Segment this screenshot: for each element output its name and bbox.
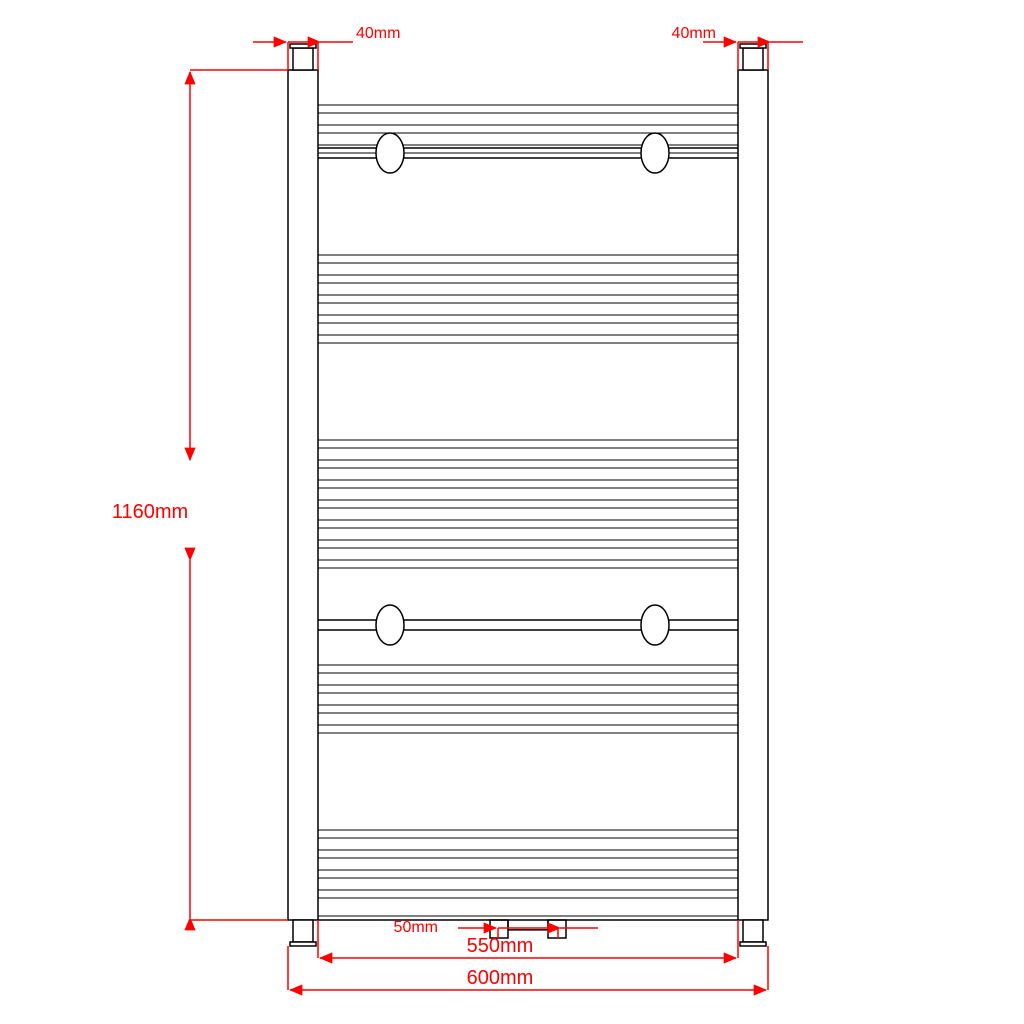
technical-drawing: 1160mm 600mm 550mm 50mm 40mm 40mm [0, 0, 1024, 1024]
svg-text:600mm: 600mm [467, 967, 534, 989]
radiator-body [288, 44, 768, 946]
dim-height-label: 1160mm [112, 501, 188, 523]
dim-top-left-label: 40mm [356, 25, 400, 42]
dim-top-right-label: 40mm [672, 25, 716, 42]
svg-text:50mm: 50mm [394, 919, 438, 936]
svg-text:550mm: 550mm [467, 935, 534, 957]
